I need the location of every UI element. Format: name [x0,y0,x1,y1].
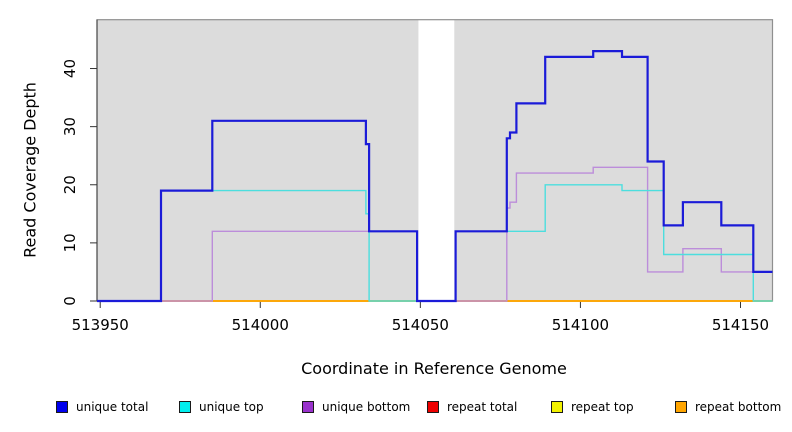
legend-swatch-repeat-bottom [675,401,687,413]
x-tick-label: 514050 [392,316,449,334]
x-tick-label: 513950 [72,316,129,334]
legend-swatch-unique-total [56,401,68,413]
legend-label-unique-total: unique total [76,400,149,414]
y-tick-label: 40 [61,59,79,78]
legend-item-unique-top: unique top [179,399,264,415]
x-tick-label: 514100 [552,316,609,334]
legend-label-repeat-top: repeat top [571,400,634,414]
series-unique-total [97,50,773,303]
legend-label-unique-top: unique top [199,400,264,414]
y-tick-label: 30 [61,117,79,136]
legend-swatch-repeat-top [551,401,563,413]
legend-swatch-repeat-total [427,401,439,413]
series-lines [97,50,773,303]
y-tick-label: 20 [61,175,79,194]
x-tick-label: 514150 [712,316,769,334]
legend-label-repeat-total: repeat total [447,400,518,414]
y-tick-label: 10 [61,233,79,252]
legend-item-unique-bottom: unique bottom [302,399,410,415]
legend-item-repeat-top: repeat top [551,399,634,415]
legend-swatch-unique-bottom [302,401,314,413]
x-tick-label: 514000 [232,316,289,334]
legend-label-repeat-bottom: repeat bottom [695,400,782,414]
legend-swatch-unique-top [179,401,191,413]
y-axis-title: Read Coverage Depth [21,82,40,258]
legend-label-unique-bottom: unique bottom [322,400,411,414]
legend-item-unique-total: unique total [56,399,148,415]
y-tick-label: 0 [61,296,79,306]
legend-item-repeat-total: repeat total [427,399,517,415]
x-axis-title: Coordinate in Reference Genome [301,359,567,378]
masked-region [418,19,455,301]
legend-item-repeat-bottom: repeat bottom [675,399,781,415]
